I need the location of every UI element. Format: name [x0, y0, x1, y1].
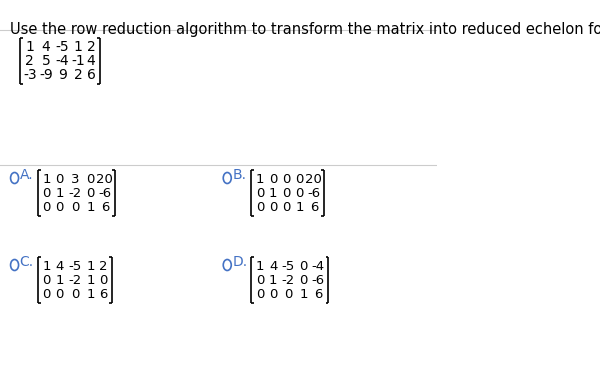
Text: -2: -2: [282, 273, 295, 286]
Text: 1: 1: [25, 40, 34, 54]
Text: 1: 1: [55, 273, 64, 286]
Text: C.: C.: [20, 255, 34, 269]
Text: -2: -2: [68, 186, 82, 199]
Text: 0: 0: [56, 201, 64, 214]
Text: -6: -6: [307, 186, 320, 199]
Text: 0: 0: [269, 172, 277, 186]
Text: 1: 1: [43, 172, 51, 186]
Text: -6: -6: [98, 186, 112, 199]
Text: 4: 4: [269, 259, 277, 273]
Text: -5: -5: [68, 259, 82, 273]
Text: 5: 5: [41, 54, 50, 68]
Text: 4: 4: [56, 259, 64, 273]
Text: 6: 6: [314, 288, 322, 301]
Text: 2: 2: [25, 54, 34, 68]
Text: 1: 1: [86, 288, 95, 301]
Text: -1: -1: [71, 54, 85, 68]
Text: 0: 0: [71, 201, 79, 214]
Text: 6: 6: [101, 201, 109, 214]
Text: 1: 1: [295, 201, 304, 214]
Text: 1: 1: [73, 40, 82, 54]
Text: 0: 0: [295, 186, 304, 199]
Text: 2: 2: [86, 40, 95, 54]
Text: 20: 20: [97, 172, 113, 186]
Text: 0: 0: [299, 273, 308, 286]
Text: 0: 0: [99, 273, 107, 286]
Text: 0: 0: [71, 288, 79, 301]
Text: 1: 1: [269, 273, 277, 286]
Text: 6: 6: [99, 288, 107, 301]
Text: 0: 0: [282, 172, 290, 186]
Text: 0: 0: [282, 201, 290, 214]
Text: 0: 0: [284, 288, 293, 301]
Text: 0: 0: [269, 201, 277, 214]
Text: -2: -2: [68, 273, 82, 286]
Text: 9: 9: [58, 68, 67, 82]
Text: 0: 0: [299, 259, 308, 273]
Text: 2: 2: [74, 68, 82, 82]
Text: -4: -4: [56, 54, 70, 68]
Text: B.: B.: [233, 168, 247, 182]
Text: 1: 1: [256, 259, 264, 273]
Text: 0: 0: [56, 172, 64, 186]
Text: 0: 0: [256, 288, 264, 301]
Text: 1: 1: [86, 201, 95, 214]
Text: 0: 0: [56, 288, 64, 301]
Text: 1: 1: [256, 172, 264, 186]
Text: 0: 0: [43, 273, 51, 286]
Text: -5: -5: [282, 259, 295, 273]
Text: -4: -4: [312, 259, 325, 273]
Text: 1: 1: [43, 259, 51, 273]
Text: 0: 0: [295, 172, 304, 186]
Text: 6: 6: [86, 68, 95, 82]
Text: 4: 4: [41, 40, 50, 54]
Text: 0: 0: [269, 288, 277, 301]
Text: -5: -5: [56, 40, 70, 54]
Text: 0: 0: [282, 186, 290, 199]
Text: 0: 0: [43, 201, 51, 214]
Text: 0: 0: [256, 201, 264, 214]
Text: 1: 1: [86, 273, 95, 286]
Text: 0: 0: [43, 186, 51, 199]
Text: 0: 0: [43, 288, 51, 301]
Text: -9: -9: [39, 68, 53, 82]
Text: 0: 0: [86, 172, 95, 186]
Text: A.: A.: [20, 168, 33, 182]
Text: 1: 1: [299, 288, 308, 301]
Text: 3: 3: [71, 172, 79, 186]
Text: 2: 2: [99, 259, 107, 273]
Text: 1: 1: [55, 186, 64, 199]
Text: 4: 4: [86, 54, 95, 68]
Text: 0: 0: [86, 186, 95, 199]
Text: 0: 0: [256, 186, 264, 199]
Text: 1: 1: [269, 186, 277, 199]
Text: -6: -6: [312, 273, 325, 286]
Text: 6: 6: [310, 201, 318, 214]
Text: -3: -3: [23, 68, 37, 82]
Text: D.: D.: [233, 255, 248, 269]
Text: 0: 0: [256, 273, 264, 286]
Text: 1: 1: [86, 259, 95, 273]
Text: Use the row reduction algorithm to transform the matrix into reduced echelon for: Use the row reduction algorithm to trans…: [10, 22, 600, 37]
Text: 20: 20: [305, 172, 322, 186]
